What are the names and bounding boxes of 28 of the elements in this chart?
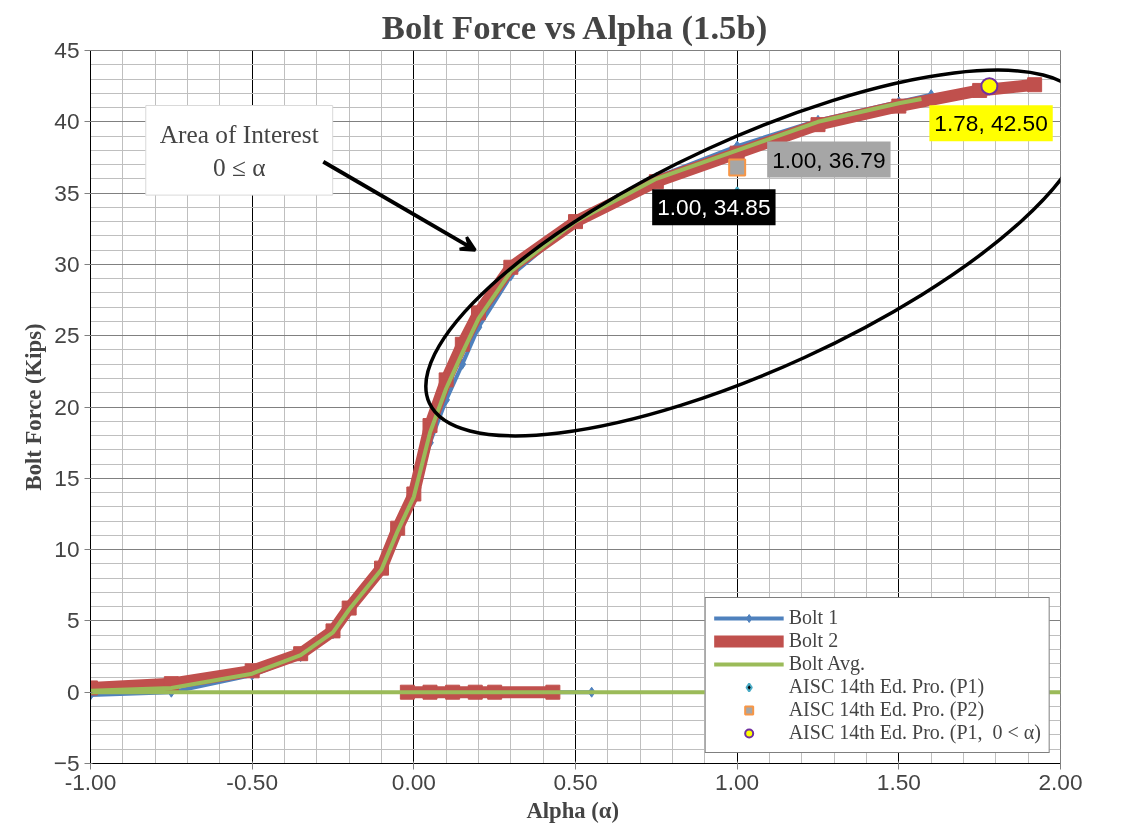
x-axis-title: Alpha (α) <box>526 797 619 823</box>
y-tick-label: 10 <box>54 536 80 563</box>
legend-label: Bolt Avg. <box>788 652 865 675</box>
y-tick-label: 5 <box>66 607 80 634</box>
legend-label: Bolt 1 <box>788 606 839 629</box>
x-tick-label: 0.50 <box>553 768 598 795</box>
data-label: 1.78, 42.50 <box>934 110 1048 137</box>
x-tick-label: 1.00 <box>715 768 760 795</box>
chart-title: Bolt Force vs Alpha (1.5b) <box>381 7 768 47</box>
legend-label: AISC 14th Ed. Pro. (P2) <box>788 698 985 721</box>
legend-label: AISC 14th Ed. Pro. (P1, 0 < α) <box>788 721 1041 744</box>
x-tick-label: 2.00 <box>1038 768 1083 795</box>
y-tick-label: 0 <box>66 678 80 705</box>
legend-label: AISC 14th Ed. Pro. (P1) <box>788 675 985 698</box>
x-tick-label: 1.50 <box>876 768 921 795</box>
y-tick-label: 35 <box>54 179 80 206</box>
x-tick-label: -0.50 <box>226 768 278 795</box>
y-tick-label: 30 <box>54 250 80 277</box>
y-tick-label: 40 <box>54 108 80 135</box>
y-tick-label: 25 <box>54 322 80 349</box>
y-tick-label: 15 <box>54 464 80 491</box>
y-axis-title: Bolt Force (Kips) <box>20 323 46 491</box>
y-tick-label: 45 <box>54 37 80 63</box>
x-tick-label: 0.00 <box>391 768 436 795</box>
data-label: 1.00, 36.79 <box>772 146 886 173</box>
annotation: Area of Interest 0 ≤ α <box>159 119 319 182</box>
y-tick-label: 20 <box>54 393 80 420</box>
legend-label: Bolt 2 <box>788 629 839 652</box>
